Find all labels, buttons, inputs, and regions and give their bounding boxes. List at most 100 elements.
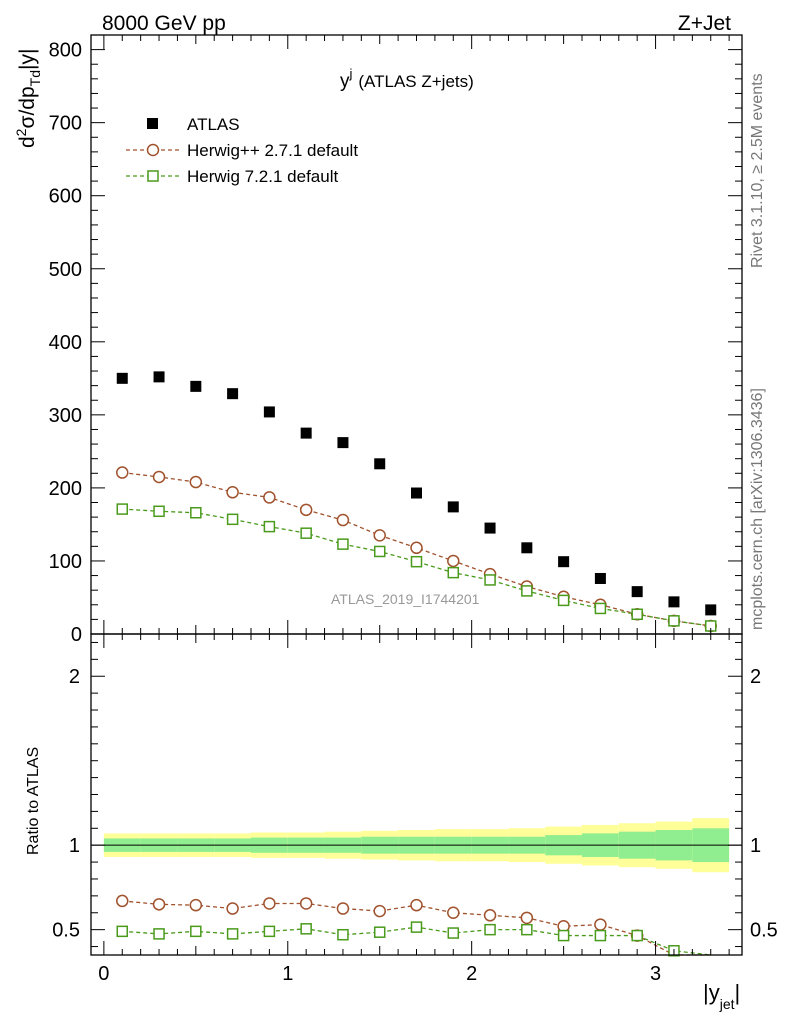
main-y-axis-label: d2σ/dpTd|y| bbox=[13, 49, 43, 148]
ratio-y-tick-label-right-0: 0.5 bbox=[750, 920, 778, 942]
herwigpp-ratio-point-7 bbox=[373, 904, 386, 918]
herwig7-point-1 bbox=[153, 505, 165, 518]
herwigpp-point-3 bbox=[226, 486, 239, 499]
herwigpp-point-6 bbox=[336, 513, 350, 527]
herwigpp-ratio-point-1 bbox=[152, 898, 166, 911]
herwig7-ratio-point-3 bbox=[226, 928, 239, 940]
herwig7-point-10 bbox=[484, 574, 496, 586]
herwig7-ratio-point-0 bbox=[116, 925, 129, 938]
legend-herwigpp-label: Herwig++ 2.7.1 default bbox=[187, 141, 358, 160]
herwigpp-point-1 bbox=[152, 470, 166, 484]
herwig7-point-5 bbox=[300, 527, 312, 539]
herwig7-point-15 bbox=[668, 615, 680, 627]
x-tick-label-1: 1 bbox=[282, 963, 293, 985]
ratio-y-tick-label-left-1: 1 bbox=[69, 835, 80, 857]
herwig7-point-0 bbox=[116, 503, 129, 515]
main-y-tick-label-6: 600 bbox=[49, 186, 82, 208]
main-y-tick-label-3: 300 bbox=[49, 405, 82, 427]
atlas-point-3 bbox=[227, 388, 239, 400]
herwig7-point-7 bbox=[373, 545, 386, 558]
atlas-point-9 bbox=[447, 501, 459, 513]
herwigpp-ratio-point-8 bbox=[410, 898, 423, 912]
herwig7-point-4 bbox=[263, 520, 276, 533]
herwig7-ratio-point-8 bbox=[410, 921, 423, 933]
atlas-point-8 bbox=[411, 487, 422, 499]
watermark-label: ATLAS_2019_I1744201 bbox=[331, 591, 480, 607]
main-y-tick-label-0: 0 bbox=[71, 624, 82, 646]
herwigpp-ratio-point-13 bbox=[594, 918, 607, 931]
main-y-tick-label-4: 400 bbox=[49, 332, 82, 354]
x-axis-label: |yjet| bbox=[703, 980, 740, 1012]
x-tick-label-0: 0 bbox=[98, 963, 109, 985]
atlas-point-7 bbox=[374, 458, 386, 470]
atlas-point-10 bbox=[484, 522, 496, 534]
herwigpp-ratio-point-2 bbox=[189, 898, 203, 912]
chart-title-main: y bbox=[340, 71, 350, 92]
main-y-tick-label-8: 800 bbox=[49, 40, 82, 62]
herwigpp-point-9 bbox=[447, 554, 460, 568]
series-markers bbox=[116, 371, 717, 957]
chart-title: yj (ATLAS Z+jets) bbox=[340, 66, 474, 92]
herwig7-ratio-point-6 bbox=[337, 928, 349, 941]
herwig7-ratio-point-12 bbox=[557, 929, 570, 942]
legend-herwig7-marker bbox=[147, 170, 159, 182]
herwigpp-point-7 bbox=[373, 529, 386, 542]
herwig7-ratio-point-13 bbox=[594, 929, 607, 942]
herwigpp-ratio-point-6 bbox=[336, 902, 350, 915]
x-tick-label-2: 2 bbox=[466, 963, 477, 985]
herwigpp-point-2 bbox=[189, 475, 203, 489]
herwig7-ratio-point-11 bbox=[521, 923, 533, 936]
legend-atlas-marker bbox=[147, 118, 158, 129]
atlas-point-0 bbox=[116, 372, 128, 384]
ratio-y-axis-label: Ratio to ATLAS bbox=[25, 747, 42, 855]
herwig7-ratio-point-5 bbox=[300, 923, 312, 935]
herwigpp-ratio-point-9 bbox=[447, 906, 460, 920]
axes: 0 1 2 3 0 100 200 300 400 500 600 700 800 0.5 0.5 1 1 2 2 bbox=[49, 34, 778, 985]
chart-title-sup: j bbox=[349, 66, 353, 81]
ratio-y-tick-label-right-2: 2 bbox=[750, 666, 761, 688]
header-energy-label: 8000 GeV pp bbox=[102, 12, 226, 35]
herwig7-ratio-point-2 bbox=[190, 925, 202, 938]
legend: ATLAS Herwig++ 2.7.1 default Herwig 7.2.… bbox=[126, 115, 358, 186]
atlas-point-13 bbox=[594, 572, 606, 584]
herwigpp-ratio-point-0 bbox=[116, 894, 129, 908]
legend-herwigpp-marker bbox=[146, 143, 160, 157]
herwigpp-ratio-point-10 bbox=[483, 909, 497, 922]
legend-atlas-label: ATLAS bbox=[187, 115, 240, 134]
atlas-point-15 bbox=[668, 596, 680, 608]
herwigpp-point-0 bbox=[116, 466, 129, 479]
ratio-y-tick-label-left-0: 0.5 bbox=[52, 920, 80, 942]
herwig7-ratio-point-4 bbox=[263, 925, 276, 938]
x-axis-label-end: | bbox=[735, 980, 741, 1005]
main-y-tick-label-7: 700 bbox=[49, 113, 82, 135]
atlas-point-16 bbox=[705, 604, 717, 616]
herwigpp-point-8 bbox=[410, 541, 423, 555]
atlas-point-14 bbox=[631, 586, 643, 598]
side-mcplots-label: mcplots.cern.ch [arXiv:1306.3436] bbox=[749, 388, 766, 630]
herwigpp-point-5 bbox=[299, 503, 313, 517]
herwigpp-ratio-point-5 bbox=[299, 897, 313, 910]
herwig7-point-12 bbox=[557, 594, 570, 607]
atlas-point-1 bbox=[153, 371, 165, 383]
side-rivet-label: Rivet 3.1.10, ≥ 2.5M events bbox=[749, 73, 766, 268]
herwig7-point-14 bbox=[631, 608, 643, 621]
herwigpp-ratio-point-3 bbox=[226, 902, 239, 915]
atlas-point-2 bbox=[190, 380, 202, 392]
herwig7-ratio-point-1 bbox=[153, 928, 165, 940]
herwig7-ratio-point-7 bbox=[373, 926, 386, 938]
x-axis-label-main: |y bbox=[703, 980, 720, 1005]
atlas-point-4 bbox=[263, 406, 275, 418]
atlas-point-6 bbox=[337, 437, 349, 449]
main-y-tick-label-2: 200 bbox=[49, 478, 82, 500]
legend-herwig7-label: Herwig 7.2.1 default bbox=[187, 167, 338, 186]
chart-title-rest: (ATLAS Z+jets) bbox=[358, 72, 473, 91]
uncertainty-bands bbox=[91, 818, 742, 873]
header-process-label: Z+Jet bbox=[678, 12, 731, 35]
herwigpp-point-4 bbox=[263, 491, 276, 504]
herwig7-ratio-point-9 bbox=[447, 927, 460, 939]
herwig7-point-2 bbox=[190, 506, 202, 519]
herwig7-point-6 bbox=[337, 538, 349, 550]
main-line-2 bbox=[122, 508, 711, 627]
atlas-point-11 bbox=[521, 542, 533, 554]
